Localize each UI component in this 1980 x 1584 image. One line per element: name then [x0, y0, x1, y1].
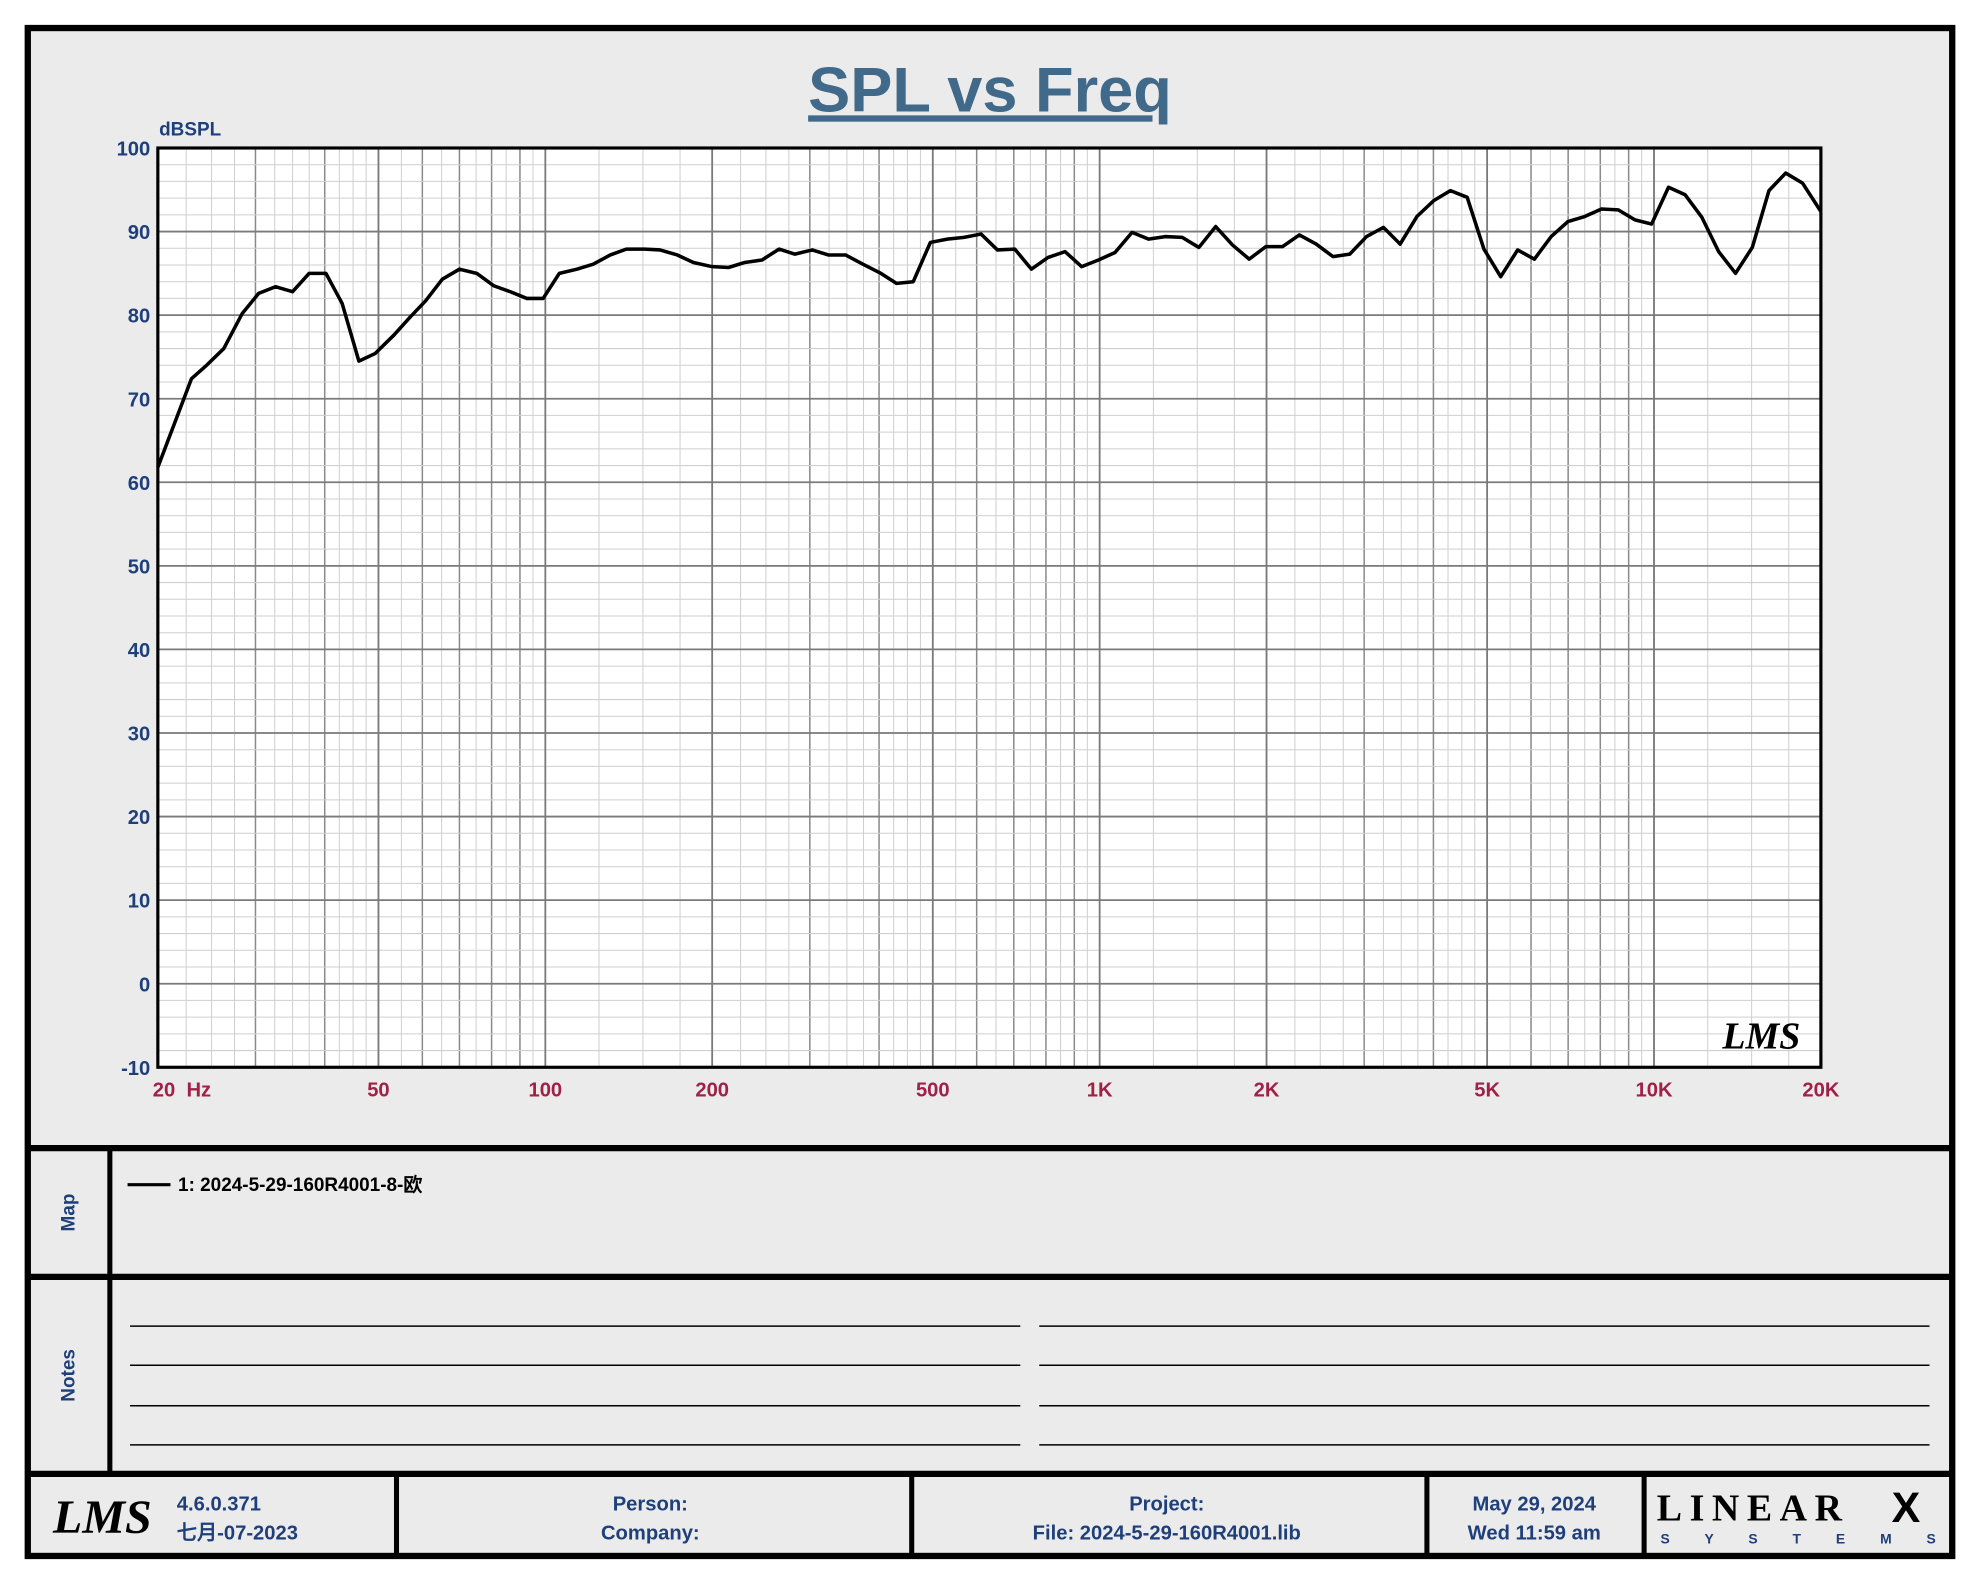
person: Person:: [613, 1494, 688, 1516]
build-date: 七月-07-2023: [177, 1522, 298, 1545]
y-tick-label: 80: [128, 306, 150, 328]
legend-label: 1: 2024-5-29-160R4001-8-欧: [178, 1173, 422, 1196]
x-tick-label: 2K: [1254, 1079, 1280, 1101]
brand-x: X: [1892, 1484, 1921, 1532]
data-line: [156, 171, 1823, 468]
logo: LMS: [52, 1491, 152, 1544]
x-tick-label: 10K: [1635, 1079, 1672, 1101]
x-tick-label: 100: [528, 1079, 562, 1101]
y-tick-label: 100: [117, 139, 151, 161]
x-tick-label: 500: [916, 1079, 950, 1101]
x-tick-label: 1K: [1087, 1079, 1113, 1101]
y-tick-label: 0: [139, 974, 150, 996]
y-tick-label: -10: [121, 1058, 150, 1080]
note-lines: [130, 1325, 1930, 1446]
date: May 29, 2024: [1473, 1494, 1597, 1516]
y-tick-label: 40: [128, 640, 150, 662]
x-tick-label: 5K: [1474, 1079, 1500, 1101]
y-tick-label: 20: [128, 807, 150, 829]
y-tick-label: 10: [128, 891, 150, 913]
footer-dividers: [393, 1473, 1647, 1556]
version: 4.6.0.371: [177, 1494, 261, 1516]
chart-title: SPL vs Freq: [808, 55, 1172, 125]
y-tick-label: 90: [128, 222, 150, 244]
plot-border: [156, 146, 1823, 1069]
y-tick-label: 50: [128, 556, 150, 578]
plot-area: [157, 147, 1821, 1068]
company: Company:: [601, 1523, 700, 1545]
y-tick-label: 60: [128, 473, 150, 495]
time: Wed 11:59 am: [1468, 1523, 1601, 1545]
y-axis-label: dBSPL: [159, 119, 221, 140]
x-tick-label: 20 Hz: [153, 1079, 211, 1101]
file: File: 2024-5-29-160R4001.lib: [1033, 1523, 1301, 1545]
project: Project:: [1129, 1494, 1204, 1516]
x-tick-label: 20K: [1802, 1079, 1839, 1101]
y-tick-label: 70: [128, 389, 150, 411]
map-label: Map: [59, 1194, 80, 1232]
x-tick-label: 50: [367, 1079, 389, 1101]
brand: LINEAR: [1657, 1488, 1850, 1530]
notes-label: Notes: [59, 1349, 80, 1402]
x-tick-label: 200: [695, 1079, 729, 1101]
y-tick-label: 30: [128, 724, 150, 746]
watermark: LMS: [1721, 1015, 1800, 1057]
